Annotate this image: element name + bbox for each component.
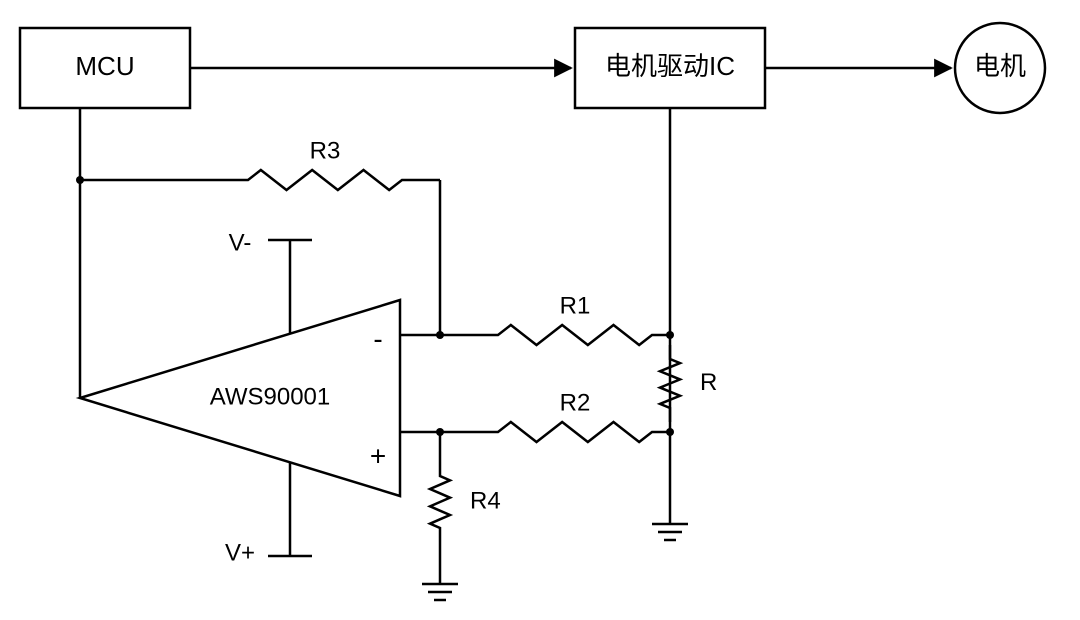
r2-label: R2 <box>560 389 591 416</box>
vplus-label: V+ <box>225 539 255 566</box>
opamp-plus: + <box>370 440 386 471</box>
mcu-label: MCU <box>75 51 134 81</box>
opamp-label: AWS90001 <box>210 383 331 410</box>
vminus-label: V- <box>229 229 252 256</box>
r-label: R <box>700 369 717 396</box>
opamp-minus: - <box>373 323 382 354</box>
motor-label: 电机 <box>974 51 1026 81</box>
driver-label: 电机驱动IC <box>605 51 735 81</box>
r4-label: R4 <box>470 487 501 514</box>
circuit-diagram: MCU 电机驱动IC 电机 AWS90001 - + V- V+ R1 R2 R R4 R3 <box>0 0 1080 620</box>
r3-label: R3 <box>310 137 341 164</box>
r1-label: R1 <box>560 292 591 319</box>
